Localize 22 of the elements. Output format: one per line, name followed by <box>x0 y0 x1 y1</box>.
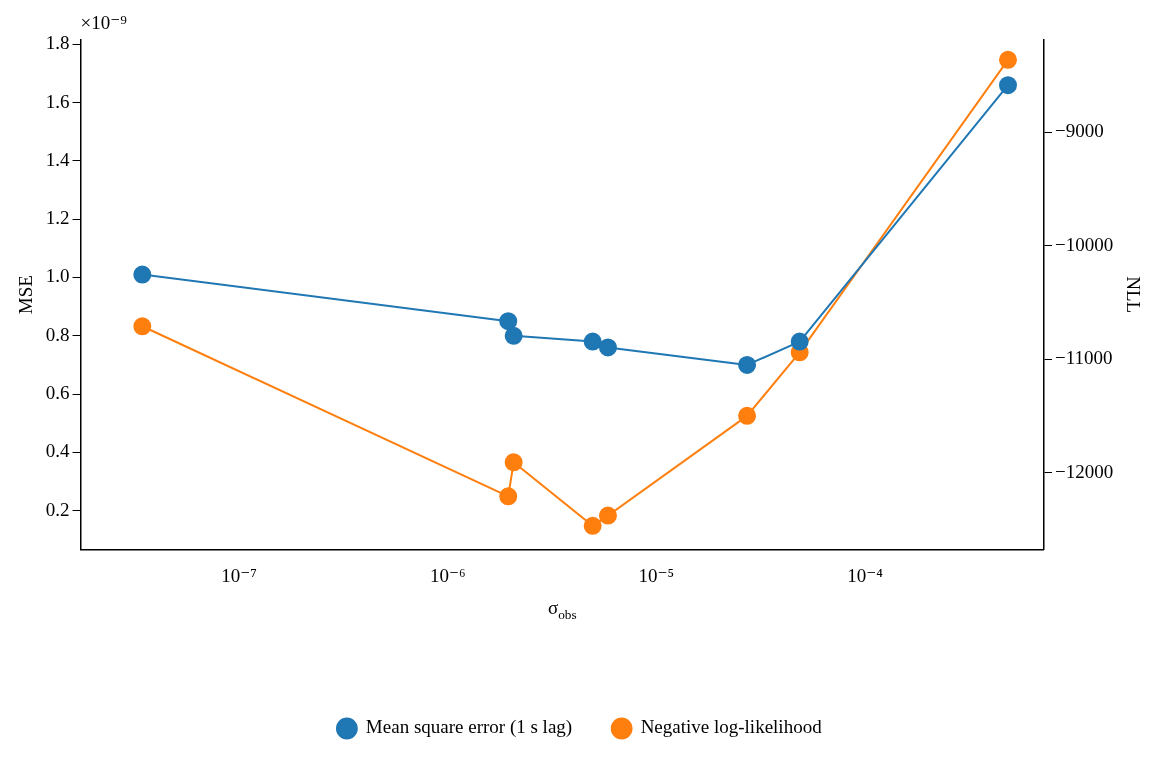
x-tick-label: 10⁻⁶ <box>429 564 466 586</box>
y-tick-label: 1.6 <box>45 90 70 112</box>
y-tick-label: 0.2 <box>45 498 70 520</box>
y-tick-label: 0.8 <box>45 323 70 345</box>
y-tick-label: 1.4 <box>45 148 71 170</box>
y-tick-label: 1.0 <box>45 265 70 287</box>
legend-label: Negative log-likelihood <box>640 716 823 738</box>
y-tick-label: 0.4 <box>45 440 71 462</box>
y2-tick-label: −9000 <box>1054 120 1104 142</box>
y2-tick-label: −11000 <box>1054 347 1113 369</box>
y2-tick-label: −12000 <box>1054 460 1114 482</box>
legend-label: Mean square error (1 s lag) <box>365 716 573 739</box>
y-axis-title: MSE <box>15 275 37 315</box>
x-tick-label: 10⁻⁷ <box>221 564 257 586</box>
y2-tick-label: −10000 <box>1054 233 1114 255</box>
y-tick-label: 0.6 <box>45 382 70 404</box>
y2-axis-title: NLL <box>1122 276 1144 314</box>
y-tick-label: 1.2 <box>45 207 70 229</box>
x-tick-label: 10⁻⁵ <box>638 564 675 586</box>
y-tick-label: 1.8 <box>45 32 70 54</box>
x-tick-label: 10⁻⁴ <box>847 564 884 586</box>
text: ×10⁻⁹ <box>80 12 128 34</box>
